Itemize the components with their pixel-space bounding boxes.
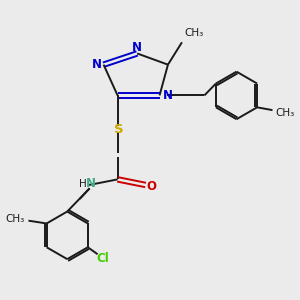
- Text: H: H: [79, 178, 86, 189]
- Text: S: S: [114, 122, 124, 136]
- Text: N: N: [162, 89, 172, 102]
- Text: CH₃: CH₃: [275, 108, 295, 118]
- Text: CH₃: CH₃: [185, 28, 204, 38]
- Text: Cl: Cl: [97, 252, 110, 265]
- Text: N: N: [92, 58, 102, 71]
- Text: CH₃: CH₃: [5, 214, 24, 224]
- Text: O: O: [147, 180, 157, 193]
- Text: N: N: [132, 41, 142, 54]
- Text: N: N: [86, 177, 96, 190]
